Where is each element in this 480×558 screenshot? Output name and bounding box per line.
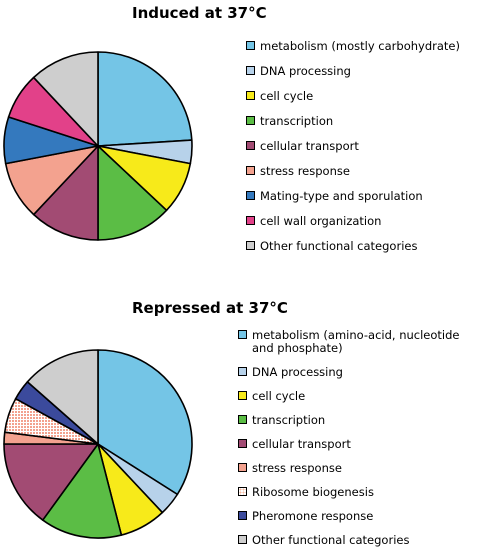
legend-swatch bbox=[246, 166, 255, 175]
pie-slice bbox=[97, 51, 193, 147]
chart-induced: Induced at 37°C metabolism (mostly carbo… bbox=[0, 0, 480, 275]
legend-item: Other functional categories bbox=[246, 240, 460, 253]
legend-item: Other functional categories bbox=[238, 534, 480, 547]
legend-item: cellular transport bbox=[238, 438, 480, 451]
legend-swatch bbox=[238, 487, 247, 496]
legend-label: DNA processing bbox=[260, 64, 351, 78]
legend-swatch bbox=[238, 391, 247, 400]
legend-swatch bbox=[246, 191, 255, 200]
legend-label: transcription bbox=[252, 413, 326, 427]
legend-item: DNA processing bbox=[246, 65, 460, 78]
legend: metabolism (amino-acid, nucleotide and p… bbox=[238, 329, 480, 558]
legend-item: Mating-type and sporulation bbox=[246, 190, 460, 203]
legend-swatch bbox=[246, 141, 255, 150]
legend-item: metabolism (mostly carbohydrate) bbox=[246, 40, 460, 53]
legend-swatch bbox=[246, 91, 255, 100]
legend-label: Pheromone response bbox=[252, 509, 374, 523]
legend-swatch bbox=[238, 367, 247, 376]
legend-label: stress response bbox=[252, 461, 342, 475]
legend-label: stress response bbox=[260, 164, 350, 178]
legend-item: cell wall organization bbox=[246, 215, 460, 228]
pie-slice bbox=[97, 145, 168, 241]
legend-swatch bbox=[246, 216, 255, 225]
chart-title: Induced at 37°C bbox=[132, 4, 267, 22]
legend-swatch bbox=[238, 439, 247, 448]
legend-item: cell cycle bbox=[246, 90, 460, 103]
legend-item: stress response bbox=[238, 462, 480, 475]
legend-label: Ribosome biogenesis bbox=[252, 485, 374, 499]
legend-label: cell cycle bbox=[252, 389, 306, 403]
legend-item: metabolism (amino-acid, nucleotide and p… bbox=[238, 329, 480, 355]
legend-swatch bbox=[238, 511, 247, 520]
legend-label: cellular transport bbox=[260, 139, 359, 153]
pie-slice bbox=[3, 443, 99, 521]
legend-label: Other functional categories bbox=[252, 533, 410, 547]
legend-label: DNA processing bbox=[252, 365, 343, 379]
legend-item: transcription bbox=[246, 115, 460, 128]
legend-item: cell cycle bbox=[238, 390, 480, 403]
legend-label: metabolism (mostly carbohydrate) bbox=[260, 39, 460, 53]
legend-swatch bbox=[246, 41, 255, 50]
legend-label: cell wall organization bbox=[260, 214, 382, 228]
legend-label: transcription bbox=[260, 114, 334, 128]
legend-item: cellular transport bbox=[246, 140, 460, 153]
legend-item: DNA processing bbox=[238, 366, 480, 379]
legend-label: Mating-type and sporulation bbox=[260, 189, 423, 203]
legend-label: cell cycle bbox=[260, 89, 314, 103]
chart-title: Repressed at 37°C bbox=[132, 299, 288, 317]
chart-repressed: Repressed at 37°C metabolism (amino-acid… bbox=[0, 275, 480, 550]
legend-item: Ribosome biogenesis bbox=[238, 486, 480, 499]
legend-item: Pheromone response bbox=[238, 510, 480, 523]
legend-label: cellular transport bbox=[252, 437, 351, 451]
legend-item: stress response bbox=[246, 165, 460, 178]
pie-slice bbox=[41, 443, 123, 539]
legend-item: transcription bbox=[238, 414, 480, 427]
pie-chart bbox=[3, 51, 193, 241]
pie-slice bbox=[32, 145, 99, 241]
legend-swatch bbox=[238, 330, 247, 339]
legend-swatch bbox=[246, 116, 255, 125]
legend-label: metabolism (amino-acid, nucleotide and p… bbox=[252, 328, 460, 355]
legend-swatch bbox=[238, 415, 247, 424]
legend-swatch bbox=[246, 241, 255, 250]
legend-swatch bbox=[238, 463, 247, 472]
pie-slice bbox=[32, 51, 99, 147]
pie-chart bbox=[3, 349, 193, 539]
legend-label: Other functional categories bbox=[260, 239, 418, 253]
legend: metabolism (mostly carbohydrate) DNA pro… bbox=[246, 40, 460, 265]
legend-swatch bbox=[246, 66, 255, 75]
pie-slice bbox=[26, 349, 99, 445]
legend-swatch bbox=[238, 535, 247, 544]
